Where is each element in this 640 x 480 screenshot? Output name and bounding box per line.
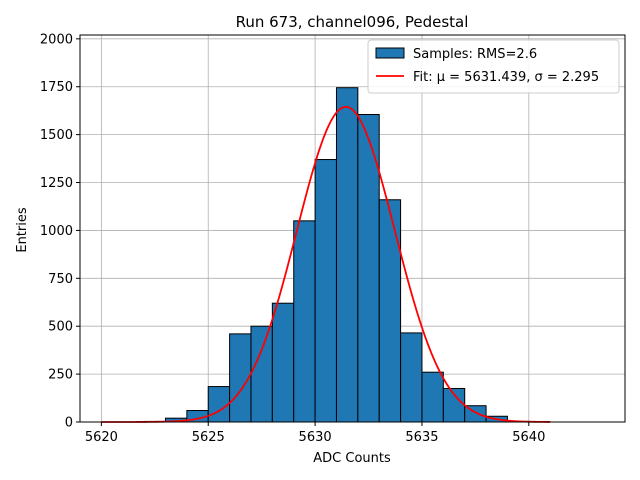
- y-tick-label: 1000: [40, 224, 73, 239]
- x-tick-label: 5635: [405, 430, 438, 445]
- y-tick-label: 250: [48, 368, 73, 383]
- legend-box: [367, 39, 620, 94]
- histogram-bar: [378, 199, 402, 423]
- y-tick-label: 2000: [40, 32, 73, 47]
- legend: Samples: RMS=2.6 Fit: μ = 5631.439, σ = …: [367, 39, 620, 94]
- y-tick-label: 750: [48, 272, 73, 287]
- chart-title: Run 673, channel096, Pedestal: [236, 13, 469, 31]
- legend-histogram-swatch: [375, 47, 405, 59]
- y-tick-label: 1500: [40, 128, 73, 143]
- y-tick-label: 1750: [40, 80, 73, 95]
- histogram-bar: [400, 332, 423, 423]
- histogram-bar: [335, 87, 359, 423]
- y-tick-label: 0: [65, 416, 73, 431]
- histogram-bar: [207, 386, 231, 423]
- histogram-bar: [421, 371, 444, 423]
- y-tick-label: 500: [48, 320, 73, 335]
- legend-histogram-label: Samples: RMS=2.6: [413, 47, 537, 62]
- histogram-bars: [143, 87, 530, 423]
- histogram-bar: [314, 159, 337, 423]
- x-axis-label: ADC Counts: [313, 451, 391, 466]
- x-axis-ticks: 5620 5625 5630 5635 5640: [85, 422, 545, 445]
- y-axis-label: Entries: [15, 207, 30, 253]
- fit-curve: [101, 105, 551, 423]
- histogram-bar: [293, 220, 316, 423]
- x-tick-label: 5620: [85, 430, 118, 445]
- histogram-bar: [250, 325, 273, 423]
- gaussian-fit-line: [101, 105, 551, 423]
- axes-frame: [79, 34, 626, 423]
- x-tick-label: 5630: [299, 430, 332, 445]
- x-tick-label: 5640: [512, 430, 545, 445]
- y-axis-ticks: 0 250 500 750 1000 1250 1500 1750 2000: [40, 32, 80, 431]
- histogram-bar: [271, 302, 295, 423]
- x-tick-label: 5625: [192, 430, 225, 445]
- y-tick-label: 1250: [40, 176, 73, 191]
- legend-fit-label: Fit: μ = 5631.439, σ = 2.295: [413, 70, 599, 85]
